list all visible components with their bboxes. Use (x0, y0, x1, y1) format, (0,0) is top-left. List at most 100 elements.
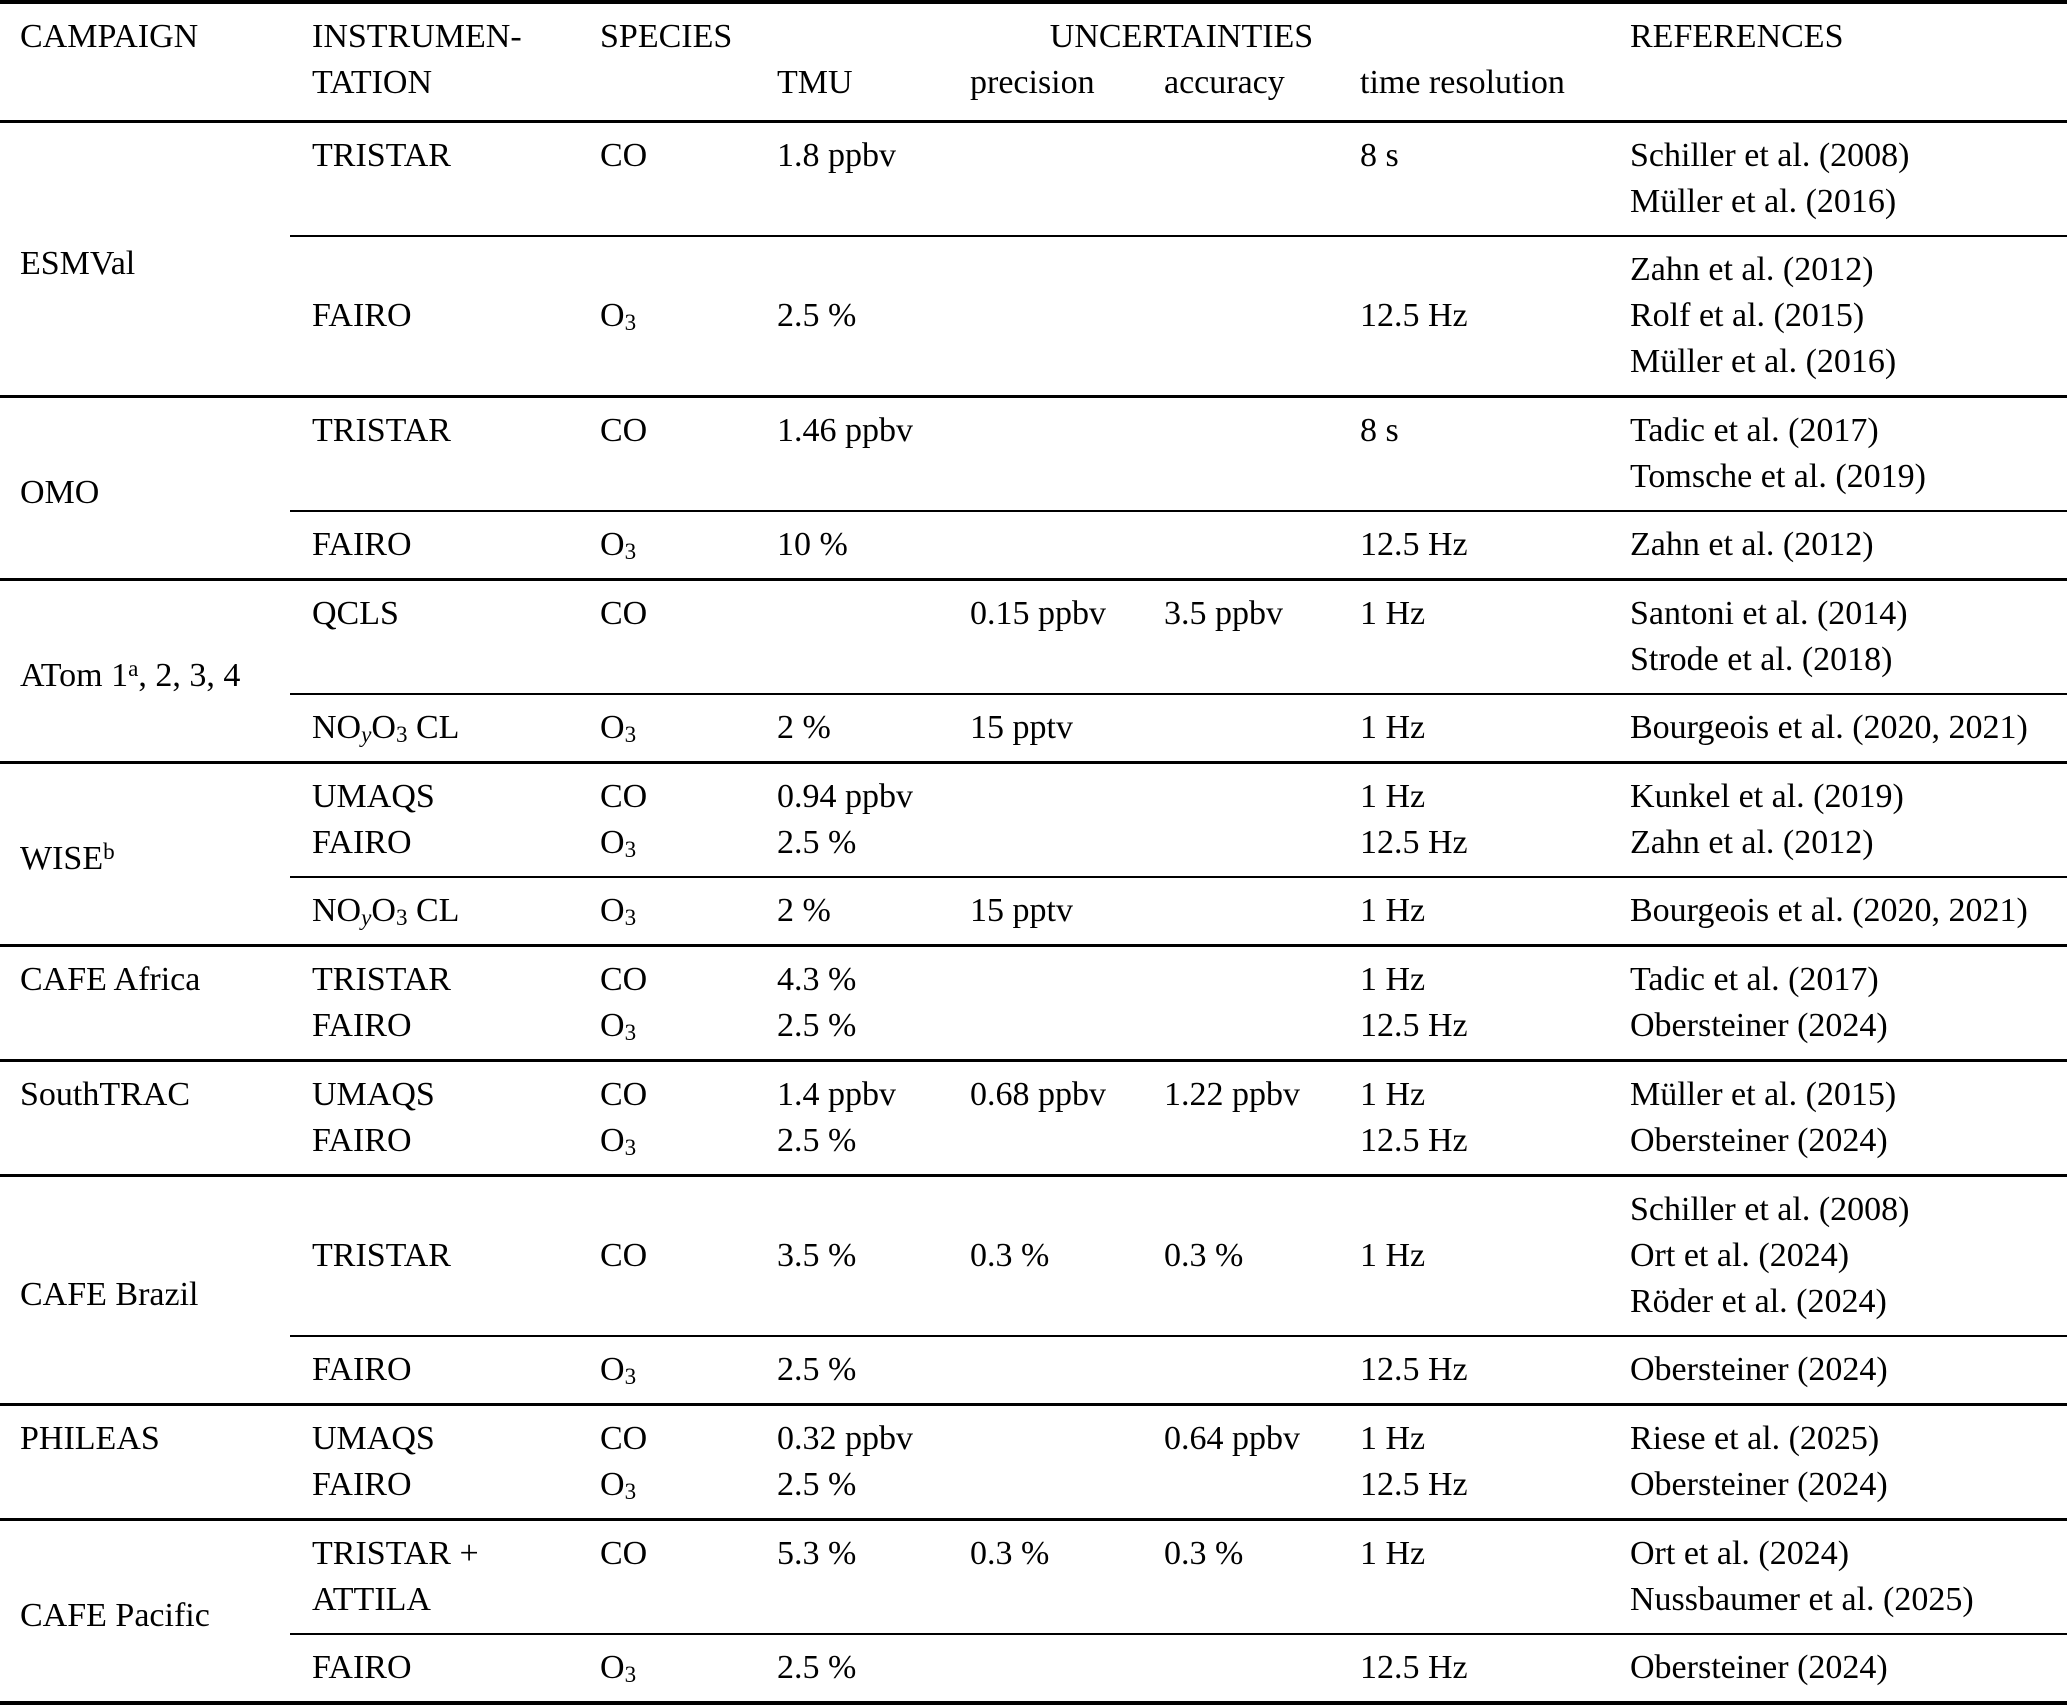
cell-tmu: 2.5 % (755, 1633, 948, 1703)
table-row: FAIRO O3 2.5 % 12.5 Hz Obersteiner (2024) (0, 1335, 2067, 1405)
header-precision: precision (970, 64, 1095, 101)
cell-reference: Tadic et al. (2017) (1608, 944, 2067, 1003)
cell-time-resolution: 8 s (1338, 395, 1608, 454)
cell-time-resolution: 1 Hz (1338, 1403, 1608, 1462)
campaign-cell: ATom 1a, 2, 3, 4 (0, 578, 290, 763)
header-instrumentation: INSTRUMEN- TATION (290, 2, 578, 123)
table-row: OMO TRISTAR CO 1.46 ppbv 8 s Tadic et al. (20… (0, 395, 2067, 580)
table-row: ATom 1a, 2, 3, 4 QCLS CO 0.15 ppbv 3.5 ppbv 1… (0, 578, 2067, 763)
table-row: Strode et al. (2018) (0, 637, 2067, 694)
cell-precision (948, 944, 1142, 1003)
cell-instrument: TRISTAR (290, 395, 578, 454)
cell-accuracy (1142, 1174, 1338, 1233)
cell-instrument: FAIRO (312, 1466, 412, 1503)
cell-tmu (755, 1174, 948, 1233)
header-uncertainties-group: UNCERTAINTIES TMU precision accuracy tim… (755, 2, 1608, 123)
cell-instrument: FAIRO (312, 1122, 412, 1159)
cell-precision (948, 1462, 1142, 1520)
cell-instrument (290, 1174, 578, 1233)
cell-precision (948, 1118, 1142, 1176)
table-row: Zahn et al. (2012) (0, 235, 2067, 293)
cell-instrument: TRISTAR (312, 137, 451, 174)
cell-precision (948, 454, 1142, 511)
cell-precision (948, 1403, 1142, 1462)
cell-accuracy (1142, 876, 1338, 946)
cell-reference: Tadic et al. (2017) (1608, 395, 2067, 454)
cell-reference: Tomsche et al. (2019) (1630, 458, 1926, 495)
cell-species: O3 (578, 510, 755, 580)
cell-species (578, 339, 755, 397)
cell-accuracy (1142, 235, 1338, 293)
header-campaign: CAMPAIGN (0, 2, 290, 123)
header-campaign-label: CAMPAIGN (20, 18, 199, 55)
cell-species: O3 (600, 297, 637, 337)
campaign-cell: OMO (0, 395, 290, 580)
cell-species (578, 1174, 755, 1233)
cell-accuracy (1142, 693, 1338, 763)
cell-time-resolution (1338, 179, 1608, 236)
cell-precision: 0.68 ppbv (948, 1059, 1142, 1118)
cell-accuracy: 0.3 % (1164, 1237, 1244, 1274)
cell-accuracy (1142, 944, 1338, 1003)
cell-accuracy (1142, 395, 1338, 454)
cell-instrument: FAIRO (312, 1007, 412, 1044)
table-row: WISEb UMAQS CO 0.94 ppbv 1 Hz Kunkel et al. (… (0, 761, 2067, 946)
table-row: Röder et al. (2024) (0, 1279, 2067, 1336)
cell-accuracy (1142, 293, 1338, 339)
cell-species: O3 (600, 824, 637, 864)
cell-species: CO (578, 395, 755, 454)
table-body: ESMVal TRISTAR CO 1.8 ppbv 8 s Schiller et al… (0, 122, 2067, 1703)
cell-species: O3 (600, 1007, 637, 1047)
cell-precision (948, 761, 1142, 820)
table-row: FAIRO O3 2.5 % 12.5 Hz Rolf et al. (2015) (0, 293, 2067, 339)
cell-time-resolution (1338, 235, 1608, 293)
cell-instrument (290, 1279, 578, 1336)
cell-reference: Santoni et al. (2014) (1608, 578, 2067, 637)
cell-precision: 0.3 % (948, 1518, 1142, 1577)
cell-species: CO (578, 1059, 755, 1118)
cell-reference: Obersteiner (2024) (1608, 1335, 2067, 1405)
header-accuracy: accuracy (1164, 64, 1285, 101)
cell-species (578, 235, 755, 293)
cell-tmu: 0.94 ppbv (755, 761, 948, 820)
cell-precision (948, 1633, 1142, 1703)
cell-time-resolution: 12.5 Hz (1360, 297, 1468, 334)
header-row: CAMPAIGN INSTRUMEN- TATION SPECIES UNCER… (0, 2, 2067, 123)
cell-reference: Nussbaumer et al. (2025) (1630, 1581, 1974, 1618)
table-row: FAIRO O3 2.5 % 12.5 Hz Obersteiner (2024) (0, 1462, 2067, 1520)
table-row: PHILEAS UMAQS CO 0.32 ppbv 0.64 ppbv 1 Hz Ries… (0, 1403, 2067, 1520)
cell-species: O3 (578, 693, 755, 763)
cell-accuracy (1142, 1335, 1338, 1405)
cell-time-resolution: 1 Hz (1338, 761, 1608, 820)
cell-instrument: FAIRO (290, 510, 578, 580)
cell-accuracy (1142, 637, 1338, 694)
header-uncertainties-label: UNCERTAINTIES (1049, 18, 1314, 55)
campaign-cell: WISEb (0, 761, 290, 946)
cell-precision (948, 1335, 1142, 1405)
table-row: Tomsche et al. (2019) (0, 454, 2067, 511)
table-row: ATTILA Nussbaumer et al. (2025) (0, 1577, 2067, 1634)
cell-species: O3 (600, 1122, 637, 1162)
cell-reference: Ort et al. (2024) (1608, 1518, 2067, 1577)
cell-accuracy (1142, 1279, 1338, 1336)
cell-reference: Zahn et al. (2012) (1630, 824, 1874, 861)
cell-reference: Obersteiner (2024) (1630, 1122, 1888, 1159)
cell-accuracy: 0.64 ppbv (1142, 1403, 1338, 1462)
cell-instrument (290, 454, 578, 511)
cell-time-resolution: 1 Hz (1360, 1237, 1426, 1274)
table-row: CAFE Brazil Schiller et al. (2008) (0, 1174, 2067, 1405)
table-row: FAIRO O3 10 % 12.5 Hz Zahn et al. (2012) (0, 510, 2067, 580)
table-row: FAIRO O3 2.5 % 12.5 Hz Zahn et al. (2012) (0, 820, 2067, 877)
cell-accuracy: 3.5 ppbv (1142, 578, 1338, 637)
campaign-cell: CAFE Pacific (0, 1518, 290, 1703)
cell-reference: Müller et al. (2016) (1630, 183, 1897, 220)
cell-time-resolution (1338, 454, 1608, 511)
cell-precision (948, 1174, 1142, 1233)
cell-species: O3 (578, 1335, 755, 1405)
cell-accuracy: 1.22 ppbv (1142, 1059, 1338, 1118)
cell-species (578, 637, 755, 694)
cell-accuracy (1142, 1633, 1338, 1703)
cell-instrument: NOyO3 CL (290, 693, 578, 763)
cell-reference: Röder et al. (2024) (1630, 1283, 1887, 1320)
cell-instrument: QCLS (290, 578, 578, 637)
